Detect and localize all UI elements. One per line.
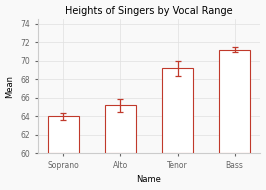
Bar — [48, 116, 79, 153]
Bar — [219, 50, 250, 153]
X-axis label: Name: Name — [136, 175, 161, 184]
Bar — [162, 68, 193, 153]
Title: Heights of Singers by Vocal Range: Heights of Singers by Vocal Range — [65, 6, 233, 16]
Y-axis label: Mean: Mean — [6, 75, 15, 98]
Bar — [105, 105, 136, 153]
